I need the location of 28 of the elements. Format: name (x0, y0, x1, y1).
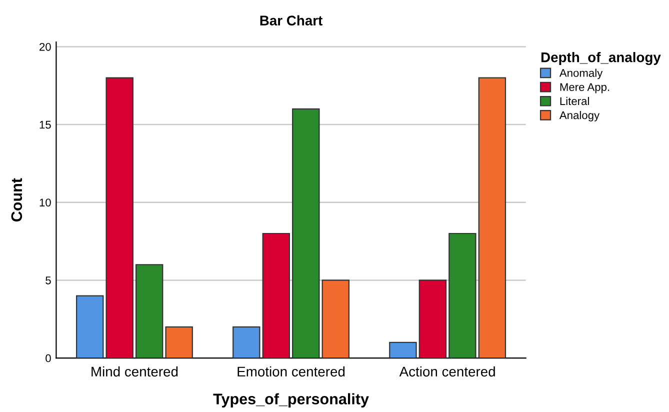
legend-label: Mere App. (560, 83, 610, 94)
bar (478, 77, 506, 358)
y-axis-title: Count (11, 178, 22, 222)
bar (106, 77, 134, 358)
legend-label: Anomaly (559, 68, 603, 80)
y-tick-label: 10 (40, 198, 51, 206)
y-tick-label: 5 (46, 276, 51, 284)
bar (418, 280, 447, 358)
bar (262, 232, 290, 358)
x-axis-title: Types_of_personality (213, 393, 369, 408)
bar (135, 264, 164, 358)
x-tick-label: Mind centered (92, 366, 178, 377)
bar (389, 342, 417, 358)
x-tick-label: Action centered (399, 366, 495, 377)
y-tick-label: 20 (40, 42, 51, 51)
bar (292, 108, 320, 358)
legend-label: Analogy (559, 111, 600, 122)
bar (448, 232, 476, 358)
bar (322, 280, 350, 358)
bar (232, 326, 260, 358)
bar (76, 295, 104, 358)
chart-title: Bar Chart (260, 15, 322, 26)
y-tick-label: 0 (46, 354, 51, 362)
y-tick-label: 15 (40, 120, 51, 129)
legend-title: Depth_of_analogy (541, 52, 661, 66)
legend-label: Literal (560, 96, 589, 106)
bar (165, 326, 193, 358)
x-tick-label: Emotion centered (238, 366, 345, 377)
